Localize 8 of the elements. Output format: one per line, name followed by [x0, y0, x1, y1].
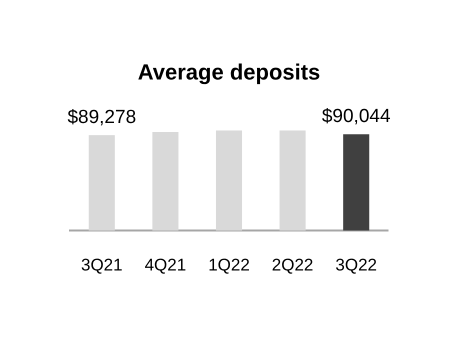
- chart-title: Average deposits: [138, 59, 320, 84]
- x-tick-label: 2Q22: [272, 255, 314, 274]
- data-label: $89,278: [67, 106, 136, 128]
- x-tick-label: 1Q22: [208, 255, 250, 274]
- data-label: $90,044: [322, 106, 391, 128]
- x-tick-label: 4Q21: [144, 255, 186, 274]
- x-tick-label: 3Q22: [335, 255, 377, 274]
- x-tick-label: 3Q21: [81, 255, 123, 274]
